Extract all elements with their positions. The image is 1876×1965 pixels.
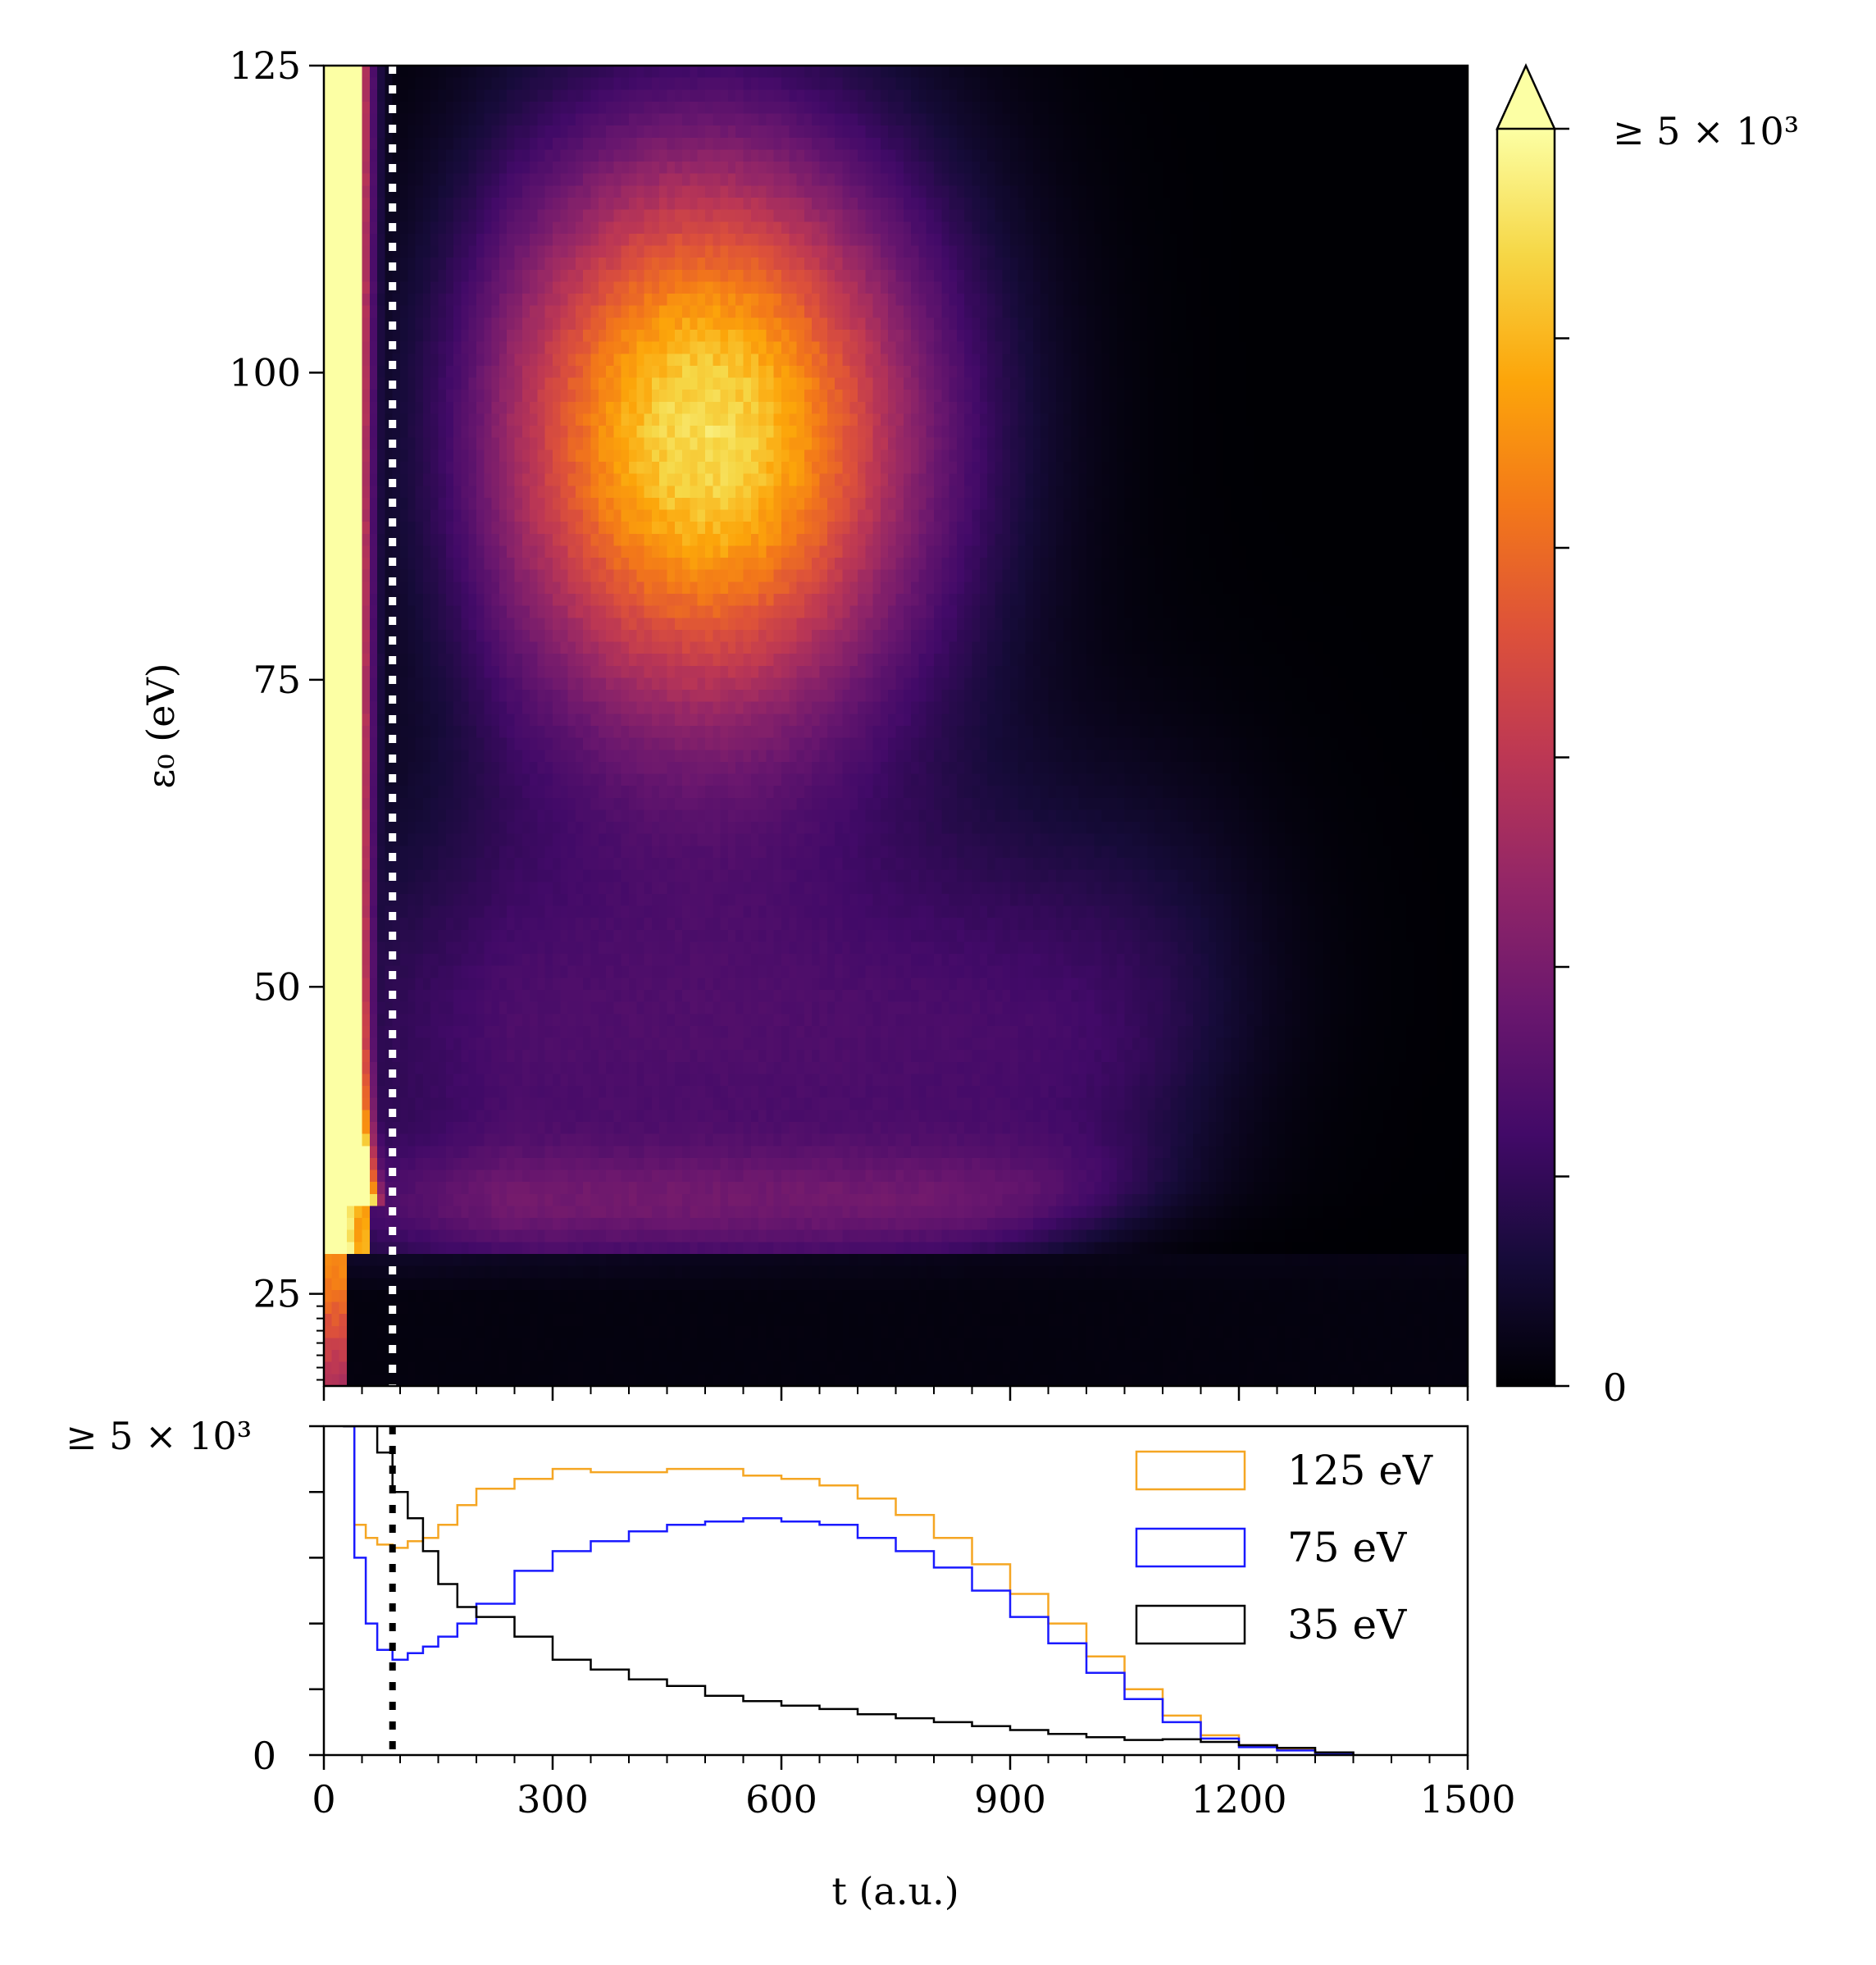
heatmap-image [324, 66, 1468, 1386]
series-35-ev [343, 1426, 1355, 1755]
histogram-x-tick-label: 600 [745, 1777, 817, 1821]
legend-label: 125 eV [1287, 1447, 1433, 1494]
legend-label: 75 eV [1287, 1524, 1407, 1571]
heatmap-y-tick-label: 25 [253, 1272, 301, 1316]
colorbar-min-label: 0 [1603, 1365, 1627, 1410]
colorbar-extend-arrow [1496, 62, 1556, 130]
histogram-y-axis [309, 1425, 324, 1757]
heatmap-x-axis [322, 1386, 1469, 1401]
series-125-ev [343, 1426, 1355, 1755]
histogram-x-tick-label: 900 [974, 1777, 1046, 1821]
histogram-panel: 0 300 600 900 1200 1500 ≥ 5 × 10³ 0 t (a.u.) … [66, 1414, 1516, 1913]
histogram-series [343, 1426, 1355, 1755]
legend-swatch [1135, 1527, 1246, 1568]
heatmap-y-tick-label: 125 [229, 43, 301, 88]
colorbar-gradient [1497, 129, 1555, 1386]
histogram-x-tick-label: 1500 [1419, 1777, 1515, 1821]
histogram-x-axis-label: t (a.u.) [831, 1869, 958, 1913]
histogram-x-tick-label: 300 [517, 1777, 589, 1821]
colorbar-ticks [1555, 127, 1569, 1388]
legend-swatch [1135, 1604, 1246, 1645]
heatmap-y-tick-label: 50 [253, 964, 301, 1009]
histogram-y-top-label: ≥ 5 × 10³ [66, 1414, 252, 1458]
histogram-x-tick-label: 0 [312, 1777, 335, 1821]
heatmap-y-tick-label: 100 [229, 350, 301, 394]
heatmap-panel: 25 50 75 100 125 ε₀ (eV) [139, 43, 1469, 1401]
histogram-y-bottom-label: 0 [253, 1734, 276, 1778]
heatmap-y-axis-label: ε₀ (eV) [139, 663, 183, 788]
legend-swatch [1135, 1450, 1246, 1491]
legend-label: 35 eV [1287, 1601, 1407, 1648]
legend: 125 eV 75 eV 35 eV [1135, 1447, 1433, 1648]
colorbar-max-label: ≥ 5 × 10³ [1613, 109, 1799, 153]
colorbar: ≥ 5 × 10³ 0 [1496, 62, 1799, 1410]
heatmap-y-axis: 25 50 75 100 125 [229, 43, 324, 1381]
series-75-ev [343, 1426, 1355, 1755]
histogram-x-tick-label: 1200 [1191, 1777, 1286, 1821]
histogram-x-axis: 0 300 600 900 1200 1500 [312, 1755, 1516, 1821]
heatmap-y-tick-label: 75 [253, 658, 301, 702]
